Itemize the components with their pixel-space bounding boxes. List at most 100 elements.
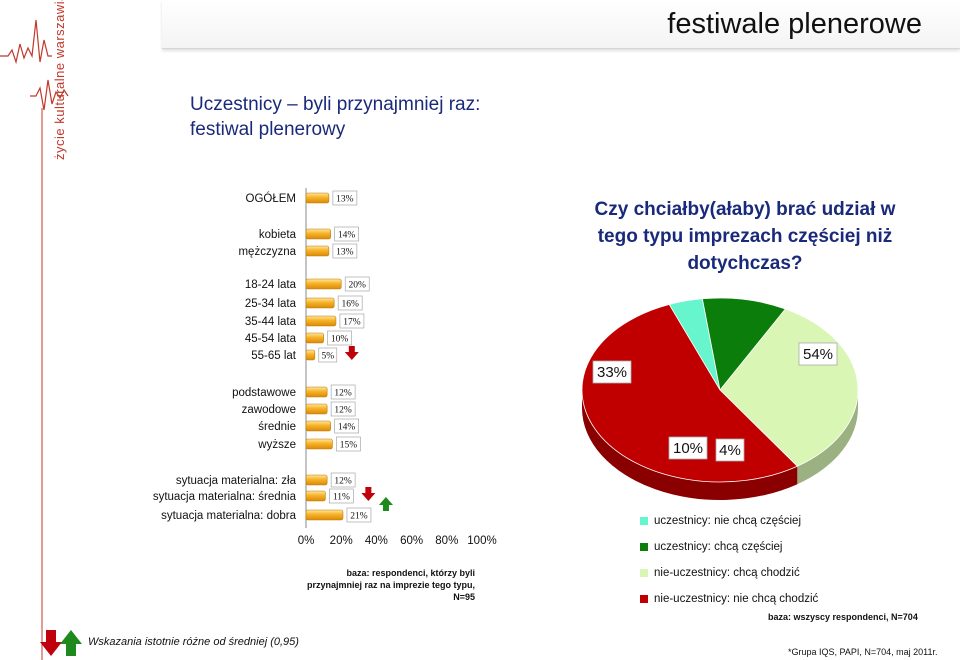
header-bar: festiwale plenerowe (162, 0, 960, 49)
bar (305, 332, 324, 344)
category-label: mężczyzna (238, 246, 296, 258)
pie-label-box (668, 436, 708, 460)
bar (305, 315, 337, 327)
pie-slice-side (797, 390, 858, 485)
value-label-box (334, 418, 359, 434)
bar (305, 349, 316, 361)
pie-label-box (798, 342, 838, 366)
significance-down-arrow-icon (361, 487, 376, 501)
bar (305, 386, 328, 398)
value-label: 13% (336, 195, 354, 205)
category-label: kobieta (259, 229, 297, 241)
category-label: średnie (258, 421, 296, 433)
value-label: 16% (341, 300, 359, 310)
value-label: 20% (348, 281, 366, 291)
category-label: 55-65 lat (251, 350, 297, 362)
legend-label: nie-uczestnicy: nie chcą chodzić (654, 593, 819, 605)
legend-item: nie-uczestnicy: chcą chodzić (640, 560, 818, 586)
category-label: sytuacja materialna: zła (176, 475, 297, 487)
logo-text: życie kulturalne warszawiaków (52, 0, 67, 160)
bar (305, 403, 328, 415)
x-tick-label: 0% (298, 535, 315, 547)
category-label: 45-54 lata (245, 333, 297, 345)
bar (305, 245, 330, 257)
pie-slice-label: 54% (803, 346, 833, 363)
pie-slice (581, 303, 799, 483)
bar (305, 474, 328, 486)
pie-slice-label: 4% (719, 442, 741, 459)
pie-slice-side (582, 390, 798, 500)
category-label: 18-24 lata (245, 279, 297, 291)
bar (305, 278, 342, 290)
pie-legend: uczestnicy: nie chcą częściej uczestnicy… (640, 508, 818, 612)
value-label: 5% (321, 352, 334, 362)
category-label: sytuacja materialna: średnia (153, 491, 297, 503)
pie-slice-label: 33% (597, 364, 627, 381)
logo-ecg-line (0, 19, 69, 660)
category-label: sytuacja materialna: dobra (161, 510, 296, 522)
legend-swatch (640, 543, 648, 551)
subtitle-line-1: Uczestnicy – byli przynajmniej raz: (190, 94, 481, 115)
pie-chart-title: Czy chciałby(ałaby) brać udział w tego t… (594, 199, 896, 274)
value-label-box (346, 507, 372, 523)
value-label: 21% (350, 512, 368, 522)
category-label: podstawowe (232, 387, 296, 399)
value-label-box (330, 472, 356, 488)
value-label: 12% (334, 477, 352, 487)
subtitle: Uczestnicy – byli przynajmniej raz: fest… (190, 92, 480, 142)
pie-slice (701, 297, 787, 391)
legend-swatch (640, 517, 648, 525)
significance-down-arrow-icon (344, 346, 359, 360)
bar (305, 420, 331, 432)
value-label-box (337, 295, 363, 311)
value-label: 12% (334, 406, 352, 416)
value-label-box (327, 330, 352, 346)
category-label: 35-44 lata (245, 316, 297, 328)
category-label: zawodowe (242, 404, 296, 416)
value-label-box (332, 190, 358, 206)
pie-chart: 4% 10% 33% 54% (581, 297, 859, 500)
legend-item: nie-uczestnicy: nie chcą chodzić (640, 586, 818, 612)
legend-label: uczestnicy: chcą częściej (654, 541, 783, 553)
x-tick-label: 20% (330, 535, 353, 547)
category-label: wyższe (257, 439, 296, 451)
pie-label-box (592, 360, 632, 384)
value-label: 17% (343, 318, 361, 328)
category-label: OGÓŁEM (246, 192, 296, 205)
category-label: 25-34 lata (245, 298, 297, 310)
value-label-box (330, 401, 356, 417)
x-tick-label: 100% (467, 535, 496, 547)
legend-label: nie-uczestnicy: chcą chodzić (654, 567, 800, 579)
bar (305, 297, 335, 309)
pie-chart-base-note: baza: wszyscy respondenci, N=704 (768, 612, 918, 622)
value-label: 12% (334, 389, 352, 399)
x-tick-label: 60% (400, 535, 423, 547)
significance-arrows-icon (40, 630, 82, 656)
value-label-box (339, 313, 365, 329)
bar (305, 490, 326, 502)
legend-label: uczestnicy: nie chcą częściej (654, 515, 802, 527)
legend-item: uczestnicy: chcą częściej (640, 534, 818, 560)
x-tick-label: 80% (435, 535, 458, 547)
value-label: 15% (340, 441, 358, 451)
value-label: 14% (338, 423, 356, 433)
x-tick-label: 40% (365, 535, 388, 547)
bar (305, 509, 344, 521)
bar-chart-base-note: baza: respondenci, którzy byli przynajmn… (306, 568, 475, 602)
pie-slice-label: 10% (673, 440, 703, 457)
subtitle-line-2: festiwal plenerowy (190, 119, 346, 140)
value-label-box (332, 243, 358, 259)
value-label-box (318, 347, 338, 363)
bar (305, 192, 330, 204)
bar (305, 228, 331, 240)
legend-swatch (640, 595, 648, 603)
significance-up-arrow-icon (378, 497, 393, 511)
significance-note: Wskazania istotnie różne od średniej (0,… (88, 636, 299, 648)
page-title: festiwale plenerowe (667, 8, 922, 40)
value-label: 11% (333, 493, 350, 503)
legend-swatch (640, 569, 648, 577)
value-label: 13% (336, 248, 354, 258)
value-label-box (344, 276, 370, 292)
legend-item: uczestnicy: nie chcą częściej (640, 508, 818, 534)
value-label-box (330, 384, 356, 400)
